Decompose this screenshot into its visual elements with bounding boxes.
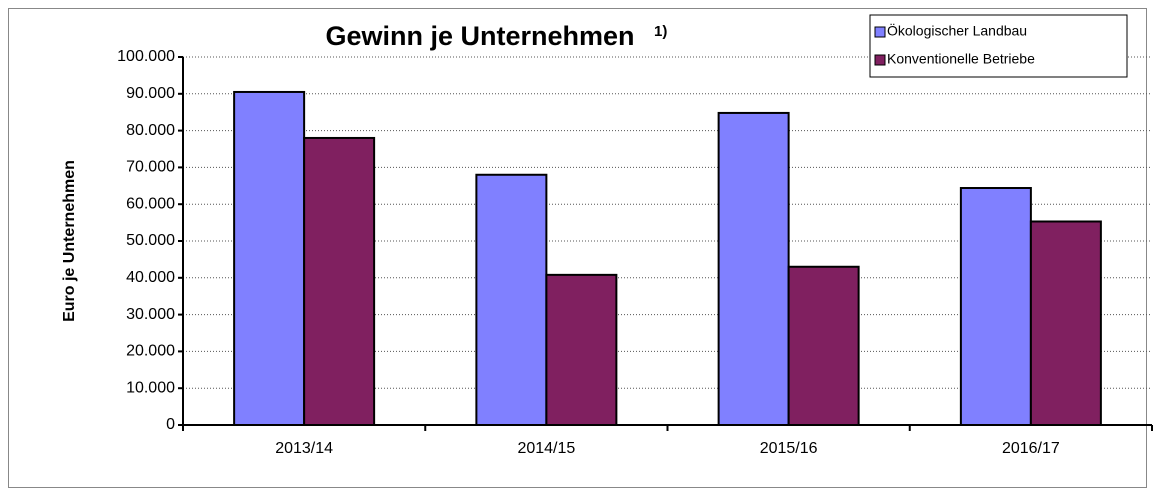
bar [1029, 220, 1102, 426]
bar [959, 187, 1032, 426]
legend-box [869, 14, 1128, 78]
y-tick-label: 70.000 [126, 159, 175, 176]
legend-swatch [874, 26, 886, 38]
legend-label: Konventionelle Betriebe [887, 51, 1035, 67]
y-tick-label: 100.000 [117, 48, 175, 65]
y-tick-label: 0 [166, 416, 175, 433]
x-tick-label: 2015/16 [760, 440, 818, 457]
bar [717, 111, 790, 426]
bar [475, 173, 548, 426]
y-tick-label: 80.000 [126, 122, 175, 139]
bar [787, 265, 860, 427]
legend-swatch [874, 54, 886, 66]
x-tick-label: 2013/14 [275, 440, 333, 457]
bar [303, 136, 376, 427]
title-note: 1) [654, 23, 667, 40]
bar [233, 90, 306, 427]
y-tick-label: 50.000 [126, 232, 175, 249]
y-tick-label: 40.000 [126, 269, 175, 286]
y-tick-label: 30.000 [126, 306, 175, 323]
y-axis-label: Euro je Unternehmen [61, 160, 78, 322]
chart-title: Gewinn je Unternehmen [325, 21, 634, 51]
legend-label: Ökologischer Landbau [887, 22, 1027, 39]
y-tick-label: 20.000 [126, 343, 175, 360]
y-tick-label: 60.000 [126, 195, 175, 212]
x-tick-label: 2014/15 [517, 440, 575, 457]
y-tick-label: 10.000 [126, 379, 175, 396]
x-tick-label: 2016/17 [1002, 440, 1060, 457]
y-tick-label: 90.000 [126, 85, 175, 102]
bar [545, 273, 618, 426]
